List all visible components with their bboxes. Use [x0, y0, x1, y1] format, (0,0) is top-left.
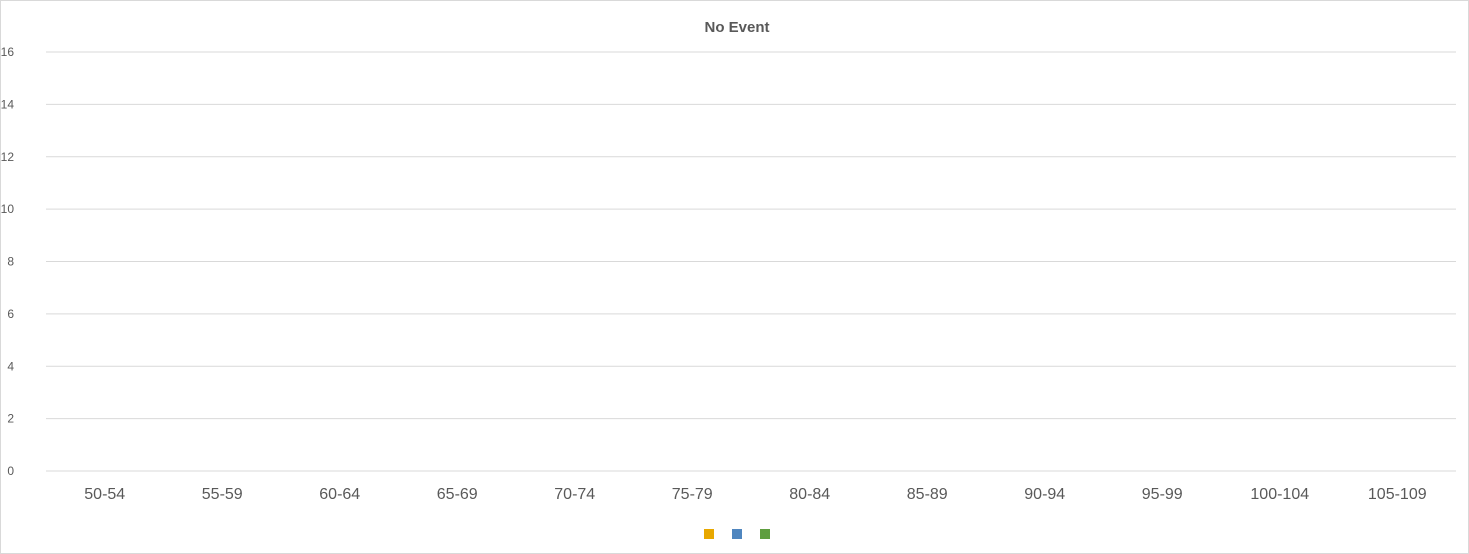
y-axis-tick-labels: 0 2 4 6 8 10 12 14 16 [1, 45, 14, 478]
x-tick-label: 70-74 [554, 486, 595, 503]
legend-swatch [760, 529, 770, 539]
y-tick-label: 12 [1, 150, 14, 164]
y-tick-label: 14 [1, 97, 14, 111]
legend-swatch [704, 529, 714, 539]
chart-title: No Event [704, 19, 769, 36]
y-tick-label: 2 [7, 412, 14, 426]
y-tick-label: 0 [7, 464, 14, 478]
x-tick-label: 90-94 [1024, 486, 1065, 503]
y-tick-label: 10 [1, 202, 14, 216]
y-tick-label: 8 [7, 255, 14, 269]
legend [704, 529, 770, 539]
x-tick-label: 80-84 [789, 486, 830, 503]
x-tick-label: 60-64 [319, 486, 360, 503]
legend-swatch [732, 529, 742, 539]
x-tick-label: 95-99 [1142, 486, 1183, 503]
x-tick-label: 85-89 [907, 486, 948, 503]
x-tick-label: 100-104 [1250, 486, 1309, 503]
x-tick-label: 75-79 [672, 486, 713, 503]
x-tick-label: 50-54 [84, 486, 125, 503]
x-axis-tick-labels: 50-54 55-59 60-64 65-69 70-74 75-79 80-84 85-89… [84, 486, 1426, 503]
y-tick-label: 16 [1, 45, 14, 59]
x-tick-label: 55-59 [202, 486, 243, 503]
y-tick-label: 6 [7, 307, 14, 321]
x-tick-label: 65-69 [437, 486, 478, 503]
gridlines [46, 51, 1456, 472]
x-tick-label: 105-109 [1368, 486, 1427, 503]
y-tick-label: 4 [7, 359, 14, 373]
